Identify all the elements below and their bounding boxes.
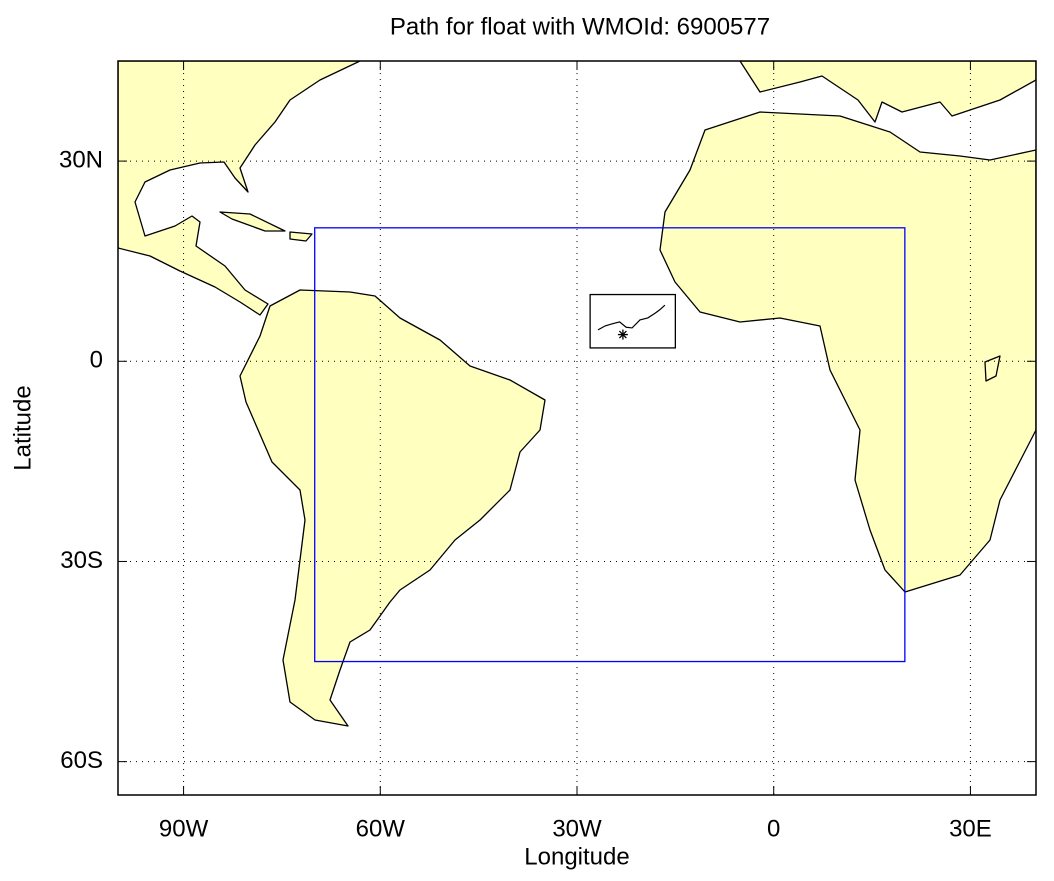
float-path	[597, 304, 666, 331]
marker-stroke	[618, 330, 627, 339]
region-box	[314, 227, 906, 663]
y-tick-label: 60S	[60, 747, 103, 774]
x-tick-label: 30E	[949, 815, 992, 842]
madagascar	[984, 355, 1001, 382]
africa	[659, 111, 1036, 593]
x-tick-label: 60W	[356, 815, 406, 842]
last-position-marker	[617, 329, 628, 340]
y-tick-label: 30S	[60, 547, 103, 574]
south-america	[239, 289, 546, 727]
europe	[739, 61, 1036, 123]
chart-title: Path for float with WMOId: 6900577	[390, 13, 770, 40]
hispaniola	[289, 231, 313, 242]
cuba	[219, 211, 286, 232]
land	[118, 61, 1036, 727]
x-axis-label: Longitude	[524, 843, 629, 870]
y-tick-label: 0	[90, 347, 103, 374]
y-tick-label: 30N	[59, 146, 103, 173]
y-axis-label: Latitude	[9, 385, 36, 470]
x-tick-label: 0	[767, 815, 780, 842]
x-tick-label: 90W	[159, 815, 209, 842]
north-america	[118, 61, 361, 316]
inset-box	[589, 293, 677, 349]
x-tick-label: 30W	[552, 815, 602, 842]
